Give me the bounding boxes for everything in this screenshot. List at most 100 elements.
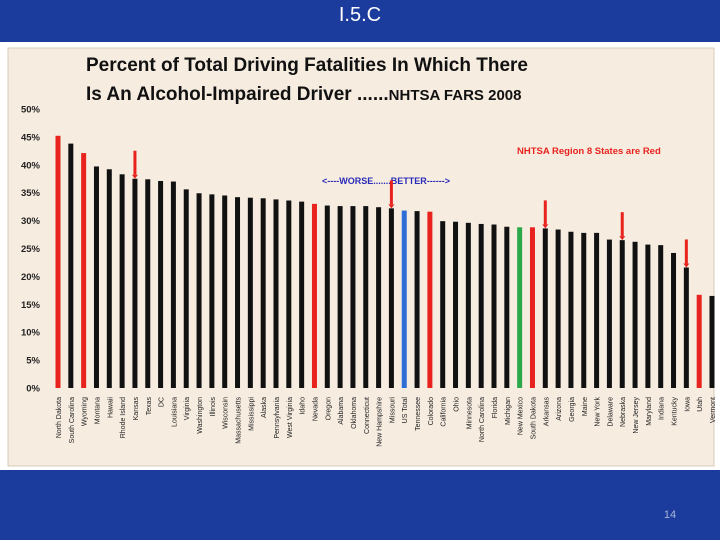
y-tick-label: 0%: [26, 384, 40, 395]
x-tick-label: Kentucky: [672, 397, 679, 426]
state-marker-arrowhead: [542, 224, 549, 229]
bar: [235, 197, 241, 388]
x-tick-label: California: [441, 397, 448, 427]
bar: [170, 181, 176, 388]
region-annotation: NHTSA Region 8 States are Red: [517, 146, 661, 157]
y-tick-label: 30%: [21, 216, 41, 227]
bar: [145, 179, 151, 388]
x-tick-label: Oregon: [325, 397, 332, 420]
bar: [658, 245, 664, 388]
chart: Percent of Total Driving Fatalities In W…: [7, 47, 717, 467]
x-tick-label: Colorado: [428, 397, 435, 426]
bar: [581, 232, 587, 388]
bar: [158, 180, 164, 388]
x-tick-label: Washington: [197, 397, 204, 434]
bar: [299, 201, 305, 388]
bar: [324, 205, 330, 388]
x-tick-label: Florida: [492, 397, 499, 419]
x-tick-label: Maryland: [646, 397, 653, 426]
bar: [273, 199, 279, 388]
x-tick-label: Connecticut: [364, 397, 371, 434]
worse-better-annotation: <----WORSE.......BETTER------>: [322, 176, 450, 186]
bar: [68, 143, 74, 388]
x-tick-label: Nebraska: [620, 397, 627, 427]
x-tick-label: Georgia: [569, 397, 576, 422]
x-tick-label: Kansas: [133, 397, 140, 421]
x-tick-label: South Dakota: [530, 397, 537, 440]
x-tick-label: DC: [159, 397, 166, 407]
bar: [696, 294, 702, 388]
bar: [311, 203, 317, 388]
x-tick-label: New Mexico: [518, 397, 525, 435]
y-tick-label: 25%: [21, 244, 41, 255]
bar: [363, 206, 369, 388]
x-tick-label: New York: [595, 397, 602, 427]
x-tick-label: New Jersey: [633, 397, 640, 434]
bar: [709, 295, 715, 388]
bar: [606, 239, 612, 388]
bars-group: [55, 135, 715, 388]
x-tick-label: Wisconsin: [223, 397, 230, 429]
x-tick-label: Massachusetts: [236, 397, 243, 444]
bar: [55, 135, 61, 388]
bar: [337, 206, 343, 388]
state-marker-arrowhead: [683, 263, 690, 268]
bar: [619, 240, 625, 388]
x-tick-label: Louisiana: [171, 397, 178, 427]
x-tick-label: South Carolina: [69, 397, 76, 443]
bar: [414, 211, 420, 388]
bar: [247, 197, 253, 388]
page-number: 14: [663, 509, 677, 521]
state-marker-arrowhead: [388, 204, 395, 209]
marker-group: [131, 150, 690, 268]
x-tick-label: Texas: [146, 397, 153, 416]
x-tick-label: Tennessee: [415, 397, 422, 431]
x-labels-group: North Dakota South Carolina Wyoming Montana…: [56, 397, 717, 447]
bar: [632, 241, 638, 388]
x-tick-label: New Hampshire: [377, 397, 384, 447]
x-tick-label: North Carolina: [479, 397, 486, 442]
bar: [222, 195, 228, 388]
bar: [491, 224, 497, 388]
x-tick-label: Alabama: [338, 397, 345, 425]
bar: [132, 178, 138, 388]
chart-title-line2-part2: NHTSA FARS 2008: [389, 87, 522, 104]
bar: [106, 169, 112, 388]
bar: [260, 198, 266, 388]
x-tick-label: Maine: [582, 397, 589, 416]
y-tick-label: 50%: [21, 105, 41, 116]
x-tick-label: Iowa: [684, 397, 691, 412]
y-tick-label: 5%: [26, 356, 40, 367]
x-tick-label: Utah: [697, 397, 704, 412]
bar: [119, 174, 125, 388]
bar: [555, 229, 561, 388]
chart-title-line2-part1: Is An Alcohol-Impaired Driver ......: [86, 84, 389, 105]
bar: [388, 208, 394, 388]
bar: [453, 221, 459, 388]
x-tick-label: Wyoming: [82, 397, 89, 426]
x-tick-label: Vermont: [710, 397, 717, 423]
x-tick-label: Hawaii: [107, 397, 114, 418]
bar: [504, 226, 510, 388]
x-tick-label: Missouri: [389, 397, 396, 424]
bar: [529, 227, 535, 388]
bar: [568, 231, 574, 388]
x-tick-label: West Virginia: [287, 397, 294, 438]
y-axis: 0% 5% 10% 15% 20% 25% 30% 35% 40% 45% 50%: [21, 105, 41, 395]
bar: [517, 227, 523, 388]
x-tick-label: North Dakota: [56, 397, 63, 438]
bar: [209, 194, 215, 388]
bar: [427, 211, 433, 388]
state-marker-arrowhead: [619, 236, 626, 241]
x-tick-label: Michigan: [505, 397, 512, 425]
bar: [286, 200, 292, 388]
x-tick-label: Arizona: [556, 397, 563, 421]
x-tick-label: Illinois: [210, 397, 217, 417]
x-tick-label: Indiana: [659, 397, 666, 420]
x-tick-label: Rhode Island: [120, 397, 127, 438]
y-tick-label: 45%: [21, 132, 41, 143]
y-tick-label: 15%: [21, 300, 41, 311]
bar: [594, 232, 600, 388]
x-tick-label: Pennsylvania: [274, 397, 281, 439]
y-tick-label: 40%: [21, 160, 41, 171]
